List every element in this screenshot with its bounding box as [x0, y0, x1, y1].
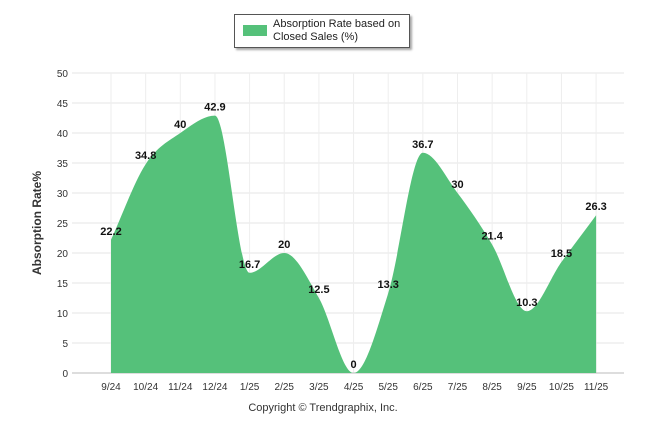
x-tick-label: 11/24: [168, 382, 193, 393]
y-tick-label: 35: [57, 159, 69, 170]
y-tick-label: 40: [57, 129, 69, 140]
y-axis-tick-labels: 0 5 10 15 20 25 30 35 40 45 50: [57, 69, 69, 380]
data-label: 20: [278, 239, 290, 251]
area-layer: [111, 115, 597, 373]
data-label: 12.5: [308, 284, 329, 296]
x-tick-label: 6/25: [413, 382, 433, 393]
data-label: 26.3: [585, 201, 606, 213]
data-label: 34.8: [135, 150, 156, 162]
data-label: 21.4: [481, 231, 503, 243]
x-tick-label: 10/24: [133, 382, 158, 393]
data-label: 13.3: [377, 279, 398, 291]
data-label: 0: [350, 359, 356, 371]
y-tick-label: 30: [57, 189, 69, 200]
data-label: 30: [451, 179, 463, 191]
y-axis-label: Absorption Rate%: [30, 171, 44, 275]
y-tick-label: 15: [57, 279, 69, 290]
y-tick-label: 45: [57, 99, 69, 110]
x-tick-label: 8/25: [482, 382, 502, 393]
x-tick-label: 5/25: [378, 382, 398, 393]
x-tick-label: 9/24: [101, 382, 121, 393]
data-label: 22.2: [100, 226, 121, 238]
data-label: 40: [174, 119, 186, 131]
area-series: [111, 115, 597, 373]
x-tick-label: 9/25: [517, 382, 537, 393]
data-label: 16.7: [239, 259, 260, 271]
y-tick-label: 10: [57, 309, 69, 320]
legend-label: Absorption Rate based on Closed Sales (%…: [273, 18, 401, 43]
legend-swatch: [243, 25, 267, 36]
x-tick-label: 3/25: [309, 382, 329, 393]
x-tick-label: 7/25: [448, 382, 468, 393]
y-tick-label: 20: [57, 249, 69, 260]
x-tick-label: 12/24: [202, 382, 227, 393]
data-label: 10.3: [516, 297, 537, 309]
data-label: 36.7: [412, 139, 433, 151]
x-tick-label: 10/25: [549, 382, 574, 393]
y-tick-label: 5: [62, 339, 68, 350]
y-tick-label: 0: [62, 369, 68, 380]
legend: Absorption Rate based on Closed Sales (%…: [234, 14, 410, 48]
copyright-text: Copyright © Trendgraphix, Inc.: [248, 402, 398, 414]
y-tick-label: 50: [57, 69, 69, 80]
x-tick-label: 4/25: [344, 382, 364, 393]
x-tick-label: 1/25: [240, 382, 260, 393]
data-label: 42.9: [204, 102, 225, 114]
data-labels: 22.2 34.8 40 42.9 16.7 20 12.5 0 13.3 36.7 30 21.4 1…: [100, 102, 607, 371]
x-tick-label: 2/25: [275, 382, 295, 393]
y-tick-label: 25: [57, 219, 69, 230]
data-label: 18.5: [551, 248, 572, 260]
x-axis-tick-labels: 9/24 10/24 11/24 12/24 1/25 2/25 3/25 4/25 5/25 6…: [101, 382, 608, 393]
x-tick-label: 11/25: [584, 382, 609, 393]
